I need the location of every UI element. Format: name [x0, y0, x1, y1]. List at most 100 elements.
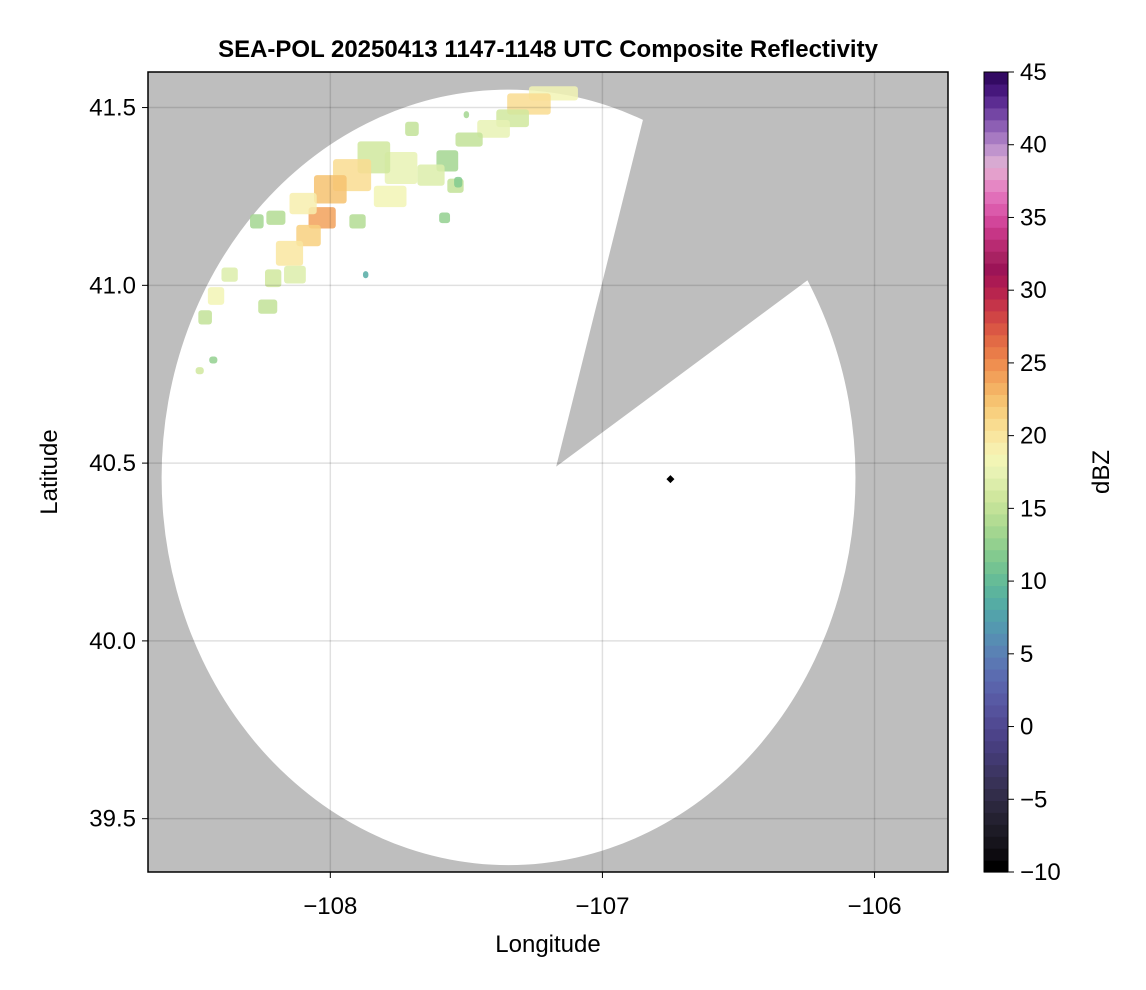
y-tick-label: 41.5 [89, 95, 136, 122]
colorbar-segment [984, 609, 1008, 622]
colorbar-segment [984, 143, 1008, 157]
echo-cell [275, 240, 304, 266]
colorbar-segment [984, 358, 1008, 372]
colorbar-segment [984, 83, 1008, 97]
colorbar-segment [984, 836, 1008, 849]
echo-cell [195, 367, 204, 375]
colorbar-segment [984, 728, 1008, 742]
x-axis: −108 −107 −106 [303, 872, 902, 920]
colorbar-segment [984, 203, 1008, 216]
colorbar-segment [984, 776, 1008, 790]
echo-cell [463, 111, 470, 119]
colorbar-segment [984, 621, 1008, 634]
colorbar-segment [984, 692, 1008, 706]
colorbar-tick-label: 20 [1020, 423, 1047, 450]
colorbar-segment [984, 704, 1008, 718]
colorbar-segment [984, 489, 1008, 503]
echo-cell [454, 176, 463, 188]
colorbar-segment [984, 179, 1008, 193]
colorbar-tick-label: 25 [1020, 350, 1047, 377]
colorbar-segment [984, 812, 1008, 825]
colorbar-segment [984, 561, 1008, 575]
colorbar-segment [984, 573, 1008, 587]
colorbar-segment [984, 764, 1008, 778]
colorbar-segment [984, 239, 1008, 252]
colorbar-segment [984, 525, 1008, 539]
colorbar-segment [984, 513, 1008, 527]
colorbar-segment [984, 680, 1008, 694]
colorbar-segment [984, 752, 1008, 766]
y-axis: 39.5 40.0 40.5 41.0 41.5 [89, 95, 148, 833]
colorbar-tick-label: 40 [1020, 132, 1047, 159]
colorbar-segment [984, 263, 1008, 276]
colorbar-segment [984, 537, 1008, 551]
colorbar-segment [984, 418, 1008, 431]
echo-cell [455, 132, 483, 147]
colorbar-frame [983, 71, 1009, 873]
colorbar-segment [984, 131, 1008, 145]
x-tick-label: −107 [575, 893, 629, 920]
plot-area [148, 72, 948, 872]
chart-title: SEA-POL 20250413 1147-1148 UTC Composite… [218, 36, 879, 63]
colorbar-segment [984, 298, 1008, 312]
colorbar-label: dBZ [1088, 450, 1115, 494]
colorbar-segment [984, 442, 1008, 455]
colorbar-segment [984, 286, 1008, 300]
colorbar-segment [984, 95, 1008, 109]
colorbar-segment [984, 549, 1008, 563]
echo-cell [265, 269, 282, 288]
blocked-sector [556, 72, 948, 467]
y-tick-label: 41.0 [89, 272, 136, 299]
colorbar-segment [984, 860, 1008, 873]
echo-cell [207, 287, 225, 305]
colorbar-tick-label: 0 [1020, 714, 1033, 741]
colorbar-segment [984, 824, 1008, 837]
colorbar-segment [984, 346, 1008, 360]
colorbar: −10 −5 0 5 10 15 20 25 30 35 40 45 [983, 59, 1061, 886]
echo-cell [296, 224, 321, 247]
colorbar-tick-label: 35 [1020, 204, 1047, 231]
colorbar-segment [984, 633, 1008, 646]
echo-cell [373, 185, 407, 208]
colorbar-tick-label: 5 [1020, 641, 1033, 668]
echo-cell [362, 271, 369, 279]
echo-cell [209, 356, 218, 364]
reflectivity-echoes [195, 86, 578, 375]
colorbar-segment [984, 477, 1008, 491]
colorbar-segment [984, 597, 1008, 610]
y-axis-label: Latitude [36, 429, 63, 514]
colorbar-segment [984, 800, 1008, 813]
colorbar-segment [984, 669, 1008, 682]
echo-cell [198, 310, 212, 325]
colorbar-segment [984, 466, 1008, 479]
colorbar-tick-label: −10 [1020, 859, 1061, 886]
colorbar-segment [984, 430, 1008, 443]
colorbar-tick-label: −5 [1020, 786, 1047, 813]
plot-frame [147, 71, 949, 873]
colorbar-segment [984, 501, 1008, 515]
colorbar-segment [984, 227, 1008, 240]
colorbar-tick-label: 15 [1020, 495, 1047, 522]
colorbar-segment [984, 716, 1008, 730]
echo-cell [439, 212, 451, 224]
colorbar-tick-label: 10 [1020, 568, 1047, 595]
colorbar-segment [984, 585, 1008, 598]
echo-cell [417, 164, 445, 186]
colorbar-tick-label: 30 [1020, 277, 1047, 304]
x-tick-label: −106 [847, 893, 901, 920]
colorbar-segment [984, 215, 1008, 228]
y-tick-label: 40.5 [89, 450, 136, 477]
colorbar-segment [984, 848, 1008, 861]
echo-cell [313, 175, 347, 204]
echo-cell [221, 267, 238, 282]
echo-cell [405, 121, 419, 136]
colorbar-tick-label: 45 [1020, 59, 1047, 86]
colorbar-segment [984, 167, 1008, 181]
x-axis-label: Longitude [495, 931, 600, 958]
colorbar-segment [984, 310, 1008, 324]
colorbar-segment [984, 788, 1008, 801]
colorbar-segment [984, 740, 1008, 754]
x-tick-label: −108 [303, 893, 357, 920]
echo-cell [258, 299, 278, 314]
